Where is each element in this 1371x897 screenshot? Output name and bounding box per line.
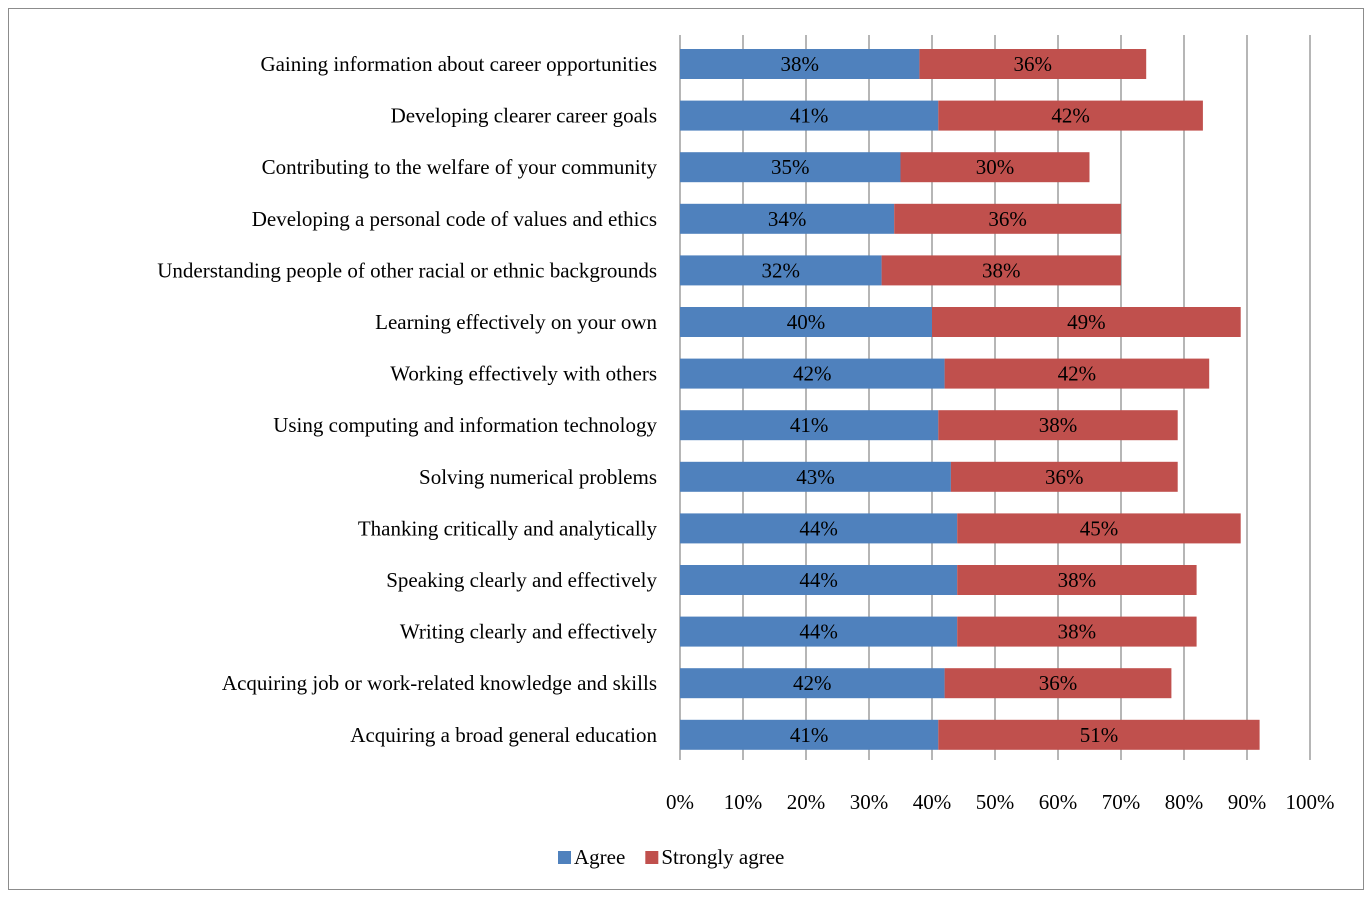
category-label: Learning effectively on your own [375, 310, 657, 334]
data-label: 35% [771, 155, 810, 179]
bar-strongly-agree [944, 668, 1172, 699]
bar-strongly-agree [957, 616, 1197, 647]
bar-strongly-agree [938, 719, 1260, 750]
category-label: Contributing to the welfare of your comm… [262, 155, 658, 179]
category-label: Understanding people of other racial or … [157, 258, 657, 282]
data-label: 38% [1058, 568, 1097, 592]
category-label: Speaking clearly and effectively [386, 568, 657, 592]
data-label: 42% [1051, 104, 1090, 128]
category-label: Writing clearly and effectively [400, 620, 658, 644]
category-label: Solving numerical problems [419, 465, 657, 489]
category-label: Working effectively with others [390, 362, 657, 386]
x-tick-label: 20% [787, 790, 826, 814]
data-label: 41% [790, 104, 829, 128]
bar-strongly-agree [881, 255, 1121, 286]
bar-agree [680, 461, 951, 492]
bar-strongly-agree [919, 49, 1147, 79]
data-label: 51% [1080, 723, 1119, 747]
bar-strongly-agree [944, 358, 1210, 389]
data-label: 38% [1039, 413, 1078, 437]
bar-agree [680, 203, 895, 234]
x-tick-label: 0% [666, 790, 694, 814]
legend: Agree Strongly agree [558, 845, 784, 869]
bar-agree [680, 100, 939, 131]
data-label: 36% [1039, 671, 1078, 695]
data-label: 42% [1058, 362, 1097, 386]
data-label: 34% [768, 207, 807, 231]
bar-strongly-agree [932, 307, 1241, 337]
data-label: 44% [799, 568, 838, 592]
bar-strongly-agree [900, 152, 1090, 183]
x-tick-label: 40% [913, 790, 952, 814]
x-tick-label: 30% [850, 790, 889, 814]
data-label: 38% [780, 52, 819, 76]
data-label: 44% [799, 620, 838, 644]
data-label: 38% [1058, 620, 1097, 644]
bar-strongly-agree [894, 203, 1121, 234]
bar-strongly-agree [938, 100, 1203, 131]
legend-label-agree: Agree [574, 845, 625, 869]
data-label: 38% [982, 258, 1021, 282]
gridlines [679, 35, 1311, 760]
category-label: Acquiring a broad general education [350, 723, 657, 747]
category-label: Developing a personal code of values and… [252, 207, 657, 231]
data-label: 49% [1067, 310, 1106, 334]
legend-swatch-agree [558, 851, 571, 864]
bar-strongly-agree [957, 565, 1197, 595]
bar-agree [680, 358, 945, 389]
bars: 38% 36% 41% 42% 35% 30% 34% 36% 32% 38% 40% 49% 42% 4… [680, 49, 1260, 750]
data-label: 32% [762, 258, 801, 282]
bar-strongly-agree [950, 461, 1178, 492]
bar-agree [680, 410, 939, 441]
bar-agree [680, 513, 958, 544]
x-tick-label: 80% [1165, 790, 1204, 814]
bar-agree [680, 307, 932, 337]
data-label: 42% [793, 362, 832, 386]
bar-agree [680, 255, 882, 286]
data-label: 36% [1014, 52, 1053, 76]
bar-agree [680, 616, 958, 647]
data-label: 41% [790, 413, 829, 437]
category-label: Acquiring job or work-related knowledge … [222, 671, 657, 695]
bar-strongly-agree [957, 513, 1241, 544]
category-label: Developing clearer career goals [391, 104, 657, 128]
chart-frame: 38% 36% 41% 42% 35% 30% 34% 36% 32% 38% 40% 49% 42% 4… [8, 8, 1364, 890]
bar-agree [680, 668, 945, 699]
stacked-bar-chart: 38% 36% 41% 42% 35% 30% 34% 36% 32% 38% 40% 49% 42% 4… [157, 35, 1335, 869]
category-label: Gaining information about career opportu… [260, 52, 657, 76]
bar-strongly-agree [938, 410, 1178, 441]
data-label: 36% [988, 207, 1027, 231]
data-label: 41% [790, 723, 829, 747]
x-tick-label: 70% [1102, 790, 1141, 814]
data-label: 30% [976, 155, 1015, 179]
x-tick-label: 90% [1228, 790, 1267, 814]
data-label: 36% [1045, 465, 1084, 489]
x-tick-label: 50% [976, 790, 1015, 814]
legend-label-strongly-agree: Strongly agree [661, 845, 784, 869]
category-labels: Gaining information about career opportu… [157, 52, 657, 747]
legend-swatch-strongly-agree [645, 851, 659, 864]
bar-agree [680, 565, 958, 595]
category-label: Using computing and information technolo… [273, 413, 657, 437]
category-label: Thanking critically and analytically [358, 516, 658, 540]
bar-agree [680, 49, 920, 79]
x-tick-label: 100% [1286, 790, 1335, 814]
x-tick-label: 60% [1039, 790, 1078, 814]
data-label: 43% [796, 465, 835, 489]
bar-agree [680, 152, 901, 183]
x-tick-label: 10% [724, 790, 763, 814]
data-label: 40% [787, 310, 826, 334]
x-axis-tick-labels: 0% 10% 20% 30% 40% 50% 60% 70% 80% 90% 100% [666, 790, 1335, 814]
data-label: 42% [793, 671, 832, 695]
data-label: 45% [1080, 516, 1119, 540]
data-label: 44% [799, 516, 838, 540]
bar-agree [680, 719, 939, 750]
